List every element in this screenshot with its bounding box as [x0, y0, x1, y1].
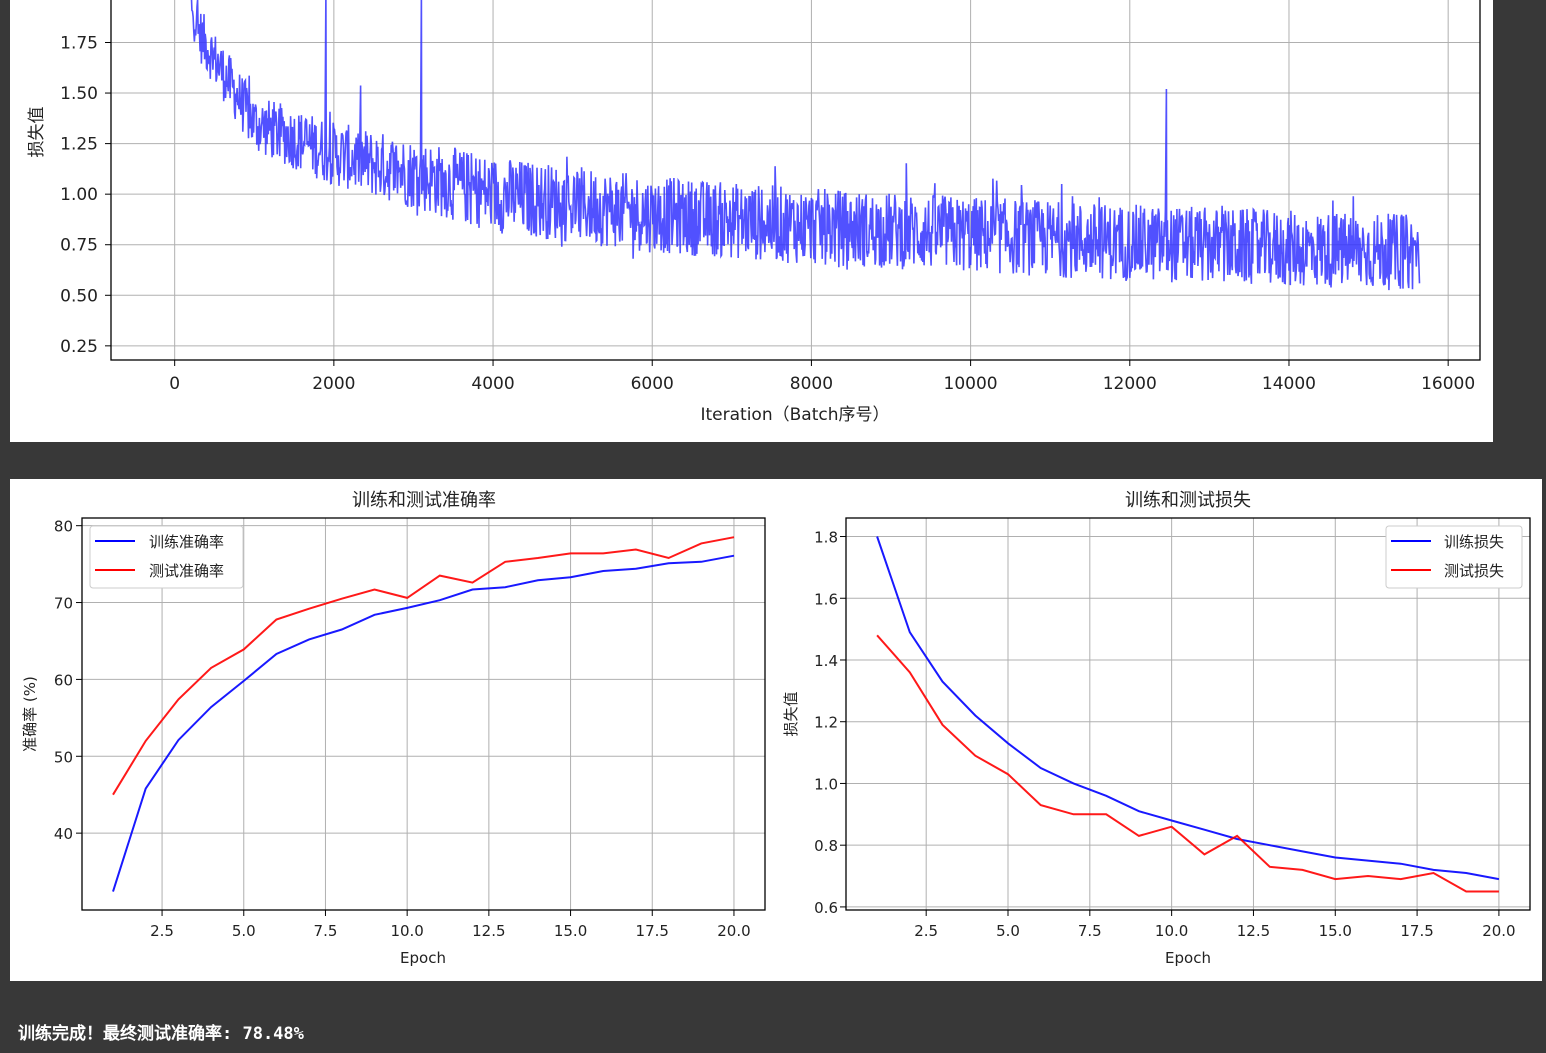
x-tick-label: 17.5 — [1400, 922, 1433, 940]
y-tick-label: 1.4 — [814, 652, 838, 670]
y-tick-label: 80 — [54, 518, 73, 536]
x-tick-label: 17.5 — [636, 922, 669, 940]
legend-label-train: 训练损失 — [1444, 533, 1504, 551]
chart-title: 训练和测试准确率 — [352, 490, 496, 511]
batch-loss-chart-panel: 0 2000 4000 6000 8000 10000 12000 14000 16000 0.2… — [10, 0, 1493, 442]
x-tick-label: 15.0 — [1319, 922, 1352, 940]
y-tick-label: 50 — [54, 748, 73, 766]
x-tick-label: 12000 — [1103, 374, 1157, 394]
series-line-test — [112, 536, 735, 796]
x-tick-label: 16000 — [1421, 374, 1475, 394]
x-tick-label: 5.0 — [232, 922, 256, 940]
x-tick-label: 2.5 — [914, 922, 938, 940]
x-tick-label: 4000 — [471, 374, 514, 394]
series-line-test — [876, 634, 1499, 893]
training-status-text: 训练完成！最终测试准确率: 78.48% — [18, 1024, 304, 1044]
loss-chart: 训练和测试损失 2.5 5.0 7.5 10.0 12.5 15.0 17.5 20.0 0.6… — [782, 490, 1531, 967]
x-tick-label: 14000 — [1262, 374, 1316, 394]
y-tick-label: 70 — [54, 595, 73, 613]
series-group — [112, 536, 735, 892]
y-tick-label: 0.8 — [814, 837, 838, 855]
axis-ticks: 2.5 5.0 7.5 10.0 12.5 15.0 17.5 20.0 0.6 0.8 1.0 1.… — [814, 529, 1515, 940]
series-batch-loss — [190, 0, 1421, 291]
loss-chart-panel: 训练和测试损失 2.5 5.0 7.5 10.0 12.5 15.0 17.5 20.0 0.6… — [776, 479, 1542, 981]
chart-title: 训练和测试损失 — [1125, 490, 1251, 511]
y-tick-label: 1.50 — [60, 84, 98, 104]
y-axis-label: 损失值 — [27, 107, 47, 158]
x-tick-label: 2000 — [312, 374, 355, 394]
legend: 训练准确率 测试准确率 — [89, 525, 244, 589]
y-tick-label: 0.75 — [60, 236, 98, 256]
y-tick-label: 1.25 — [60, 135, 98, 155]
x-tick-label: 10.0 — [1155, 922, 1188, 940]
x-tick-label: 2.5 — [150, 922, 174, 940]
batch-loss-line — [190, 0, 1421, 291]
y-tick-label: 0.50 — [60, 286, 98, 306]
y-tick-label: 60 — [54, 671, 73, 689]
y-tick-label: 1.0 — [814, 775, 838, 793]
x-tick-label: 10000 — [944, 374, 998, 394]
y-axis-label: 损失值 — [782, 691, 800, 736]
y-tick-label: 1.2 — [814, 714, 838, 732]
x-tick-label: 20.0 — [717, 922, 750, 940]
x-tick-label: 12.5 — [472, 922, 505, 940]
y-tick-label: 40 — [54, 825, 73, 843]
accuracy-chart-panel: 训练和测试准确率 2.5 5.0 7.5 10.0 12.5 15.0 17.5 20.0 40… — [10, 479, 776, 981]
series-group — [876, 536, 1500, 893]
y-tick-label: 1.00 — [60, 185, 98, 205]
x-tick-label: 15.0 — [554, 922, 587, 940]
x-tick-label: 0 — [169, 374, 180, 394]
y-tick-label: 1.75 — [60, 33, 98, 53]
grid — [82, 518, 765, 910]
plot-frame — [81, 517, 766, 911]
y-tick-label: 1.6 — [814, 590, 838, 608]
legend-label-test: 测试损失 — [1444, 562, 1504, 580]
y-axis-label: 准确率 (%) — [21, 676, 39, 752]
x-tick-label: 10.0 — [390, 922, 423, 940]
y-tick-label: 0.25 — [60, 337, 98, 357]
x-tick-label: 7.5 — [314, 922, 338, 940]
axis-ticks: 0 2000 4000 6000 8000 10000 12000 14000 16000 0.2… — [60, 33, 1475, 394]
series-line-train — [112, 554, 735, 892]
y-tick-label: 1.8 — [814, 529, 838, 547]
grid — [111, 0, 1480, 360]
plot-frame — [110, 0, 1481, 361]
axis-ticks: 2.5 5.0 7.5 10.0 12.5 15.0 17.5 20.0 40 50 60 70 80 — [54, 518, 751, 940]
series-line-train — [876, 536, 1500, 881]
plot-frame — [845, 517, 1531, 911]
legend: 训练损失 测试损失 — [1385, 525, 1523, 589]
x-tick-label: 20.0 — [1482, 922, 1515, 940]
x-tick-label: 5.0 — [996, 922, 1020, 940]
y-tick-label: 0.6 — [814, 899, 838, 917]
x-tick-label: 12.5 — [1237, 922, 1270, 940]
x-tick-label: 6000 — [631, 374, 674, 394]
x-tick-label: 8000 — [790, 374, 833, 394]
accuracy-chart: 训练和测试准确率 2.5 5.0 7.5 10.0 12.5 15.0 17.5 20.0 40… — [21, 490, 766, 967]
batch-loss-chart: 0 2000 4000 6000 8000 10000 12000 14000 16000 0.2… — [27, 0, 1481, 425]
x-axis-label: Epoch — [400, 949, 446, 967]
legend-label-test: 测试准确率 — [149, 562, 224, 580]
legend-label-train: 训练准确率 — [149, 533, 224, 551]
x-axis-label: Epoch — [1165, 949, 1211, 967]
x-axis-label: Iteration（Batch序号） — [701, 405, 890, 425]
x-tick-label: 7.5 — [1078, 922, 1102, 940]
